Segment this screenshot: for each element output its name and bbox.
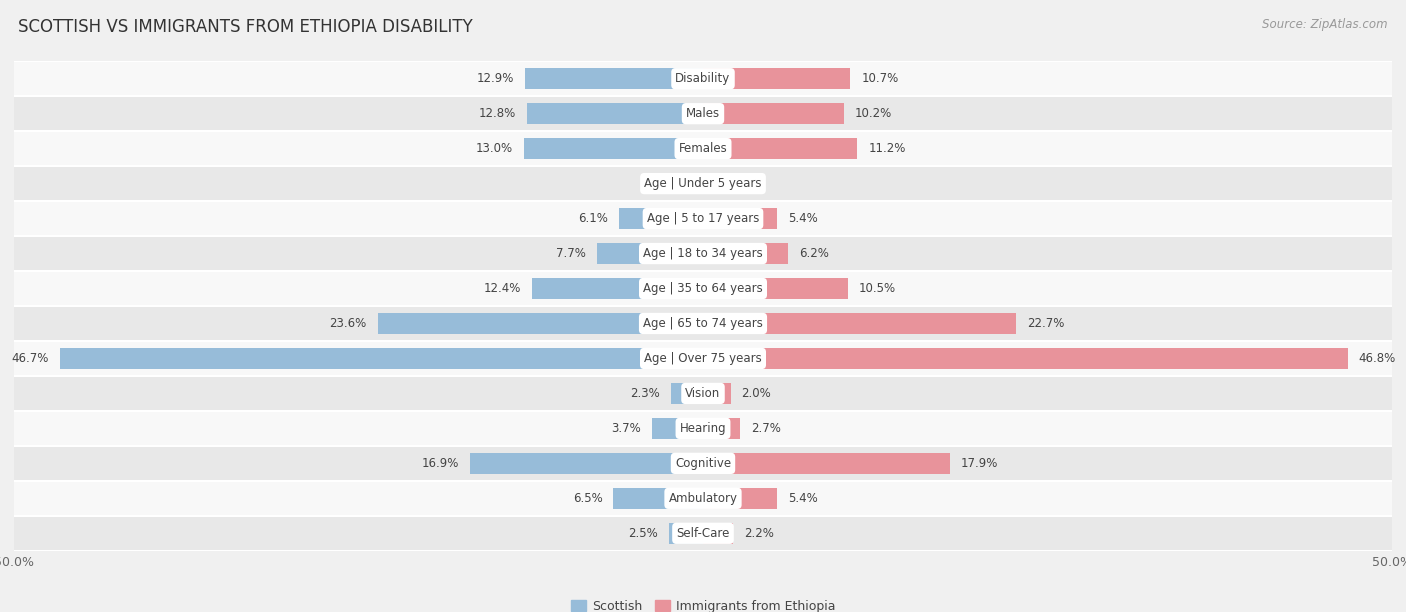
Bar [703,418,740,439]
Text: 5.4%: 5.4% [789,212,818,225]
Bar [671,383,703,404]
Bar [378,313,703,334]
Bar [598,243,703,264]
Bar [703,313,1015,334]
Text: 1.6%: 1.6% [640,177,669,190]
Text: 17.9%: 17.9% [960,457,998,470]
Bar [14,306,1392,341]
Bar [703,173,718,194]
Text: 22.7%: 22.7% [1026,317,1064,330]
Text: Ambulatory: Ambulatory [668,492,738,505]
Text: 2.3%: 2.3% [630,387,661,400]
Text: 6.2%: 6.2% [800,247,830,260]
Text: Self-Care: Self-Care [676,527,730,540]
Bar [703,138,858,159]
Bar [703,348,1348,369]
Text: Source: ZipAtlas.com: Source: ZipAtlas.com [1263,18,1388,31]
Text: 10.5%: 10.5% [859,282,896,295]
Text: 5.4%: 5.4% [789,492,818,505]
Text: 11.2%: 11.2% [869,142,905,155]
Legend: Scottish, Immigrants from Ethiopia: Scottish, Immigrants from Ethiopia [565,595,841,612]
Text: Vision: Vision [685,387,721,400]
Bar [703,208,778,229]
Text: 13.0%: 13.0% [475,142,513,155]
Bar [14,446,1392,481]
Bar [524,138,703,159]
Bar [527,103,703,124]
Bar [703,68,851,89]
Bar [531,278,703,299]
Text: Age | Under 5 years: Age | Under 5 years [644,177,762,190]
Bar [59,348,703,369]
Text: Age | 65 to 74 years: Age | 65 to 74 years [643,317,763,330]
Text: 46.8%: 46.8% [1358,352,1396,365]
Bar [703,278,848,299]
Bar [526,68,703,89]
Bar [14,516,1392,551]
Text: Males: Males [686,107,720,120]
Bar [14,201,1392,236]
Bar [14,166,1392,201]
Text: 2.0%: 2.0% [741,387,772,400]
Bar [14,271,1392,306]
Bar [703,383,731,404]
Text: Females: Females [679,142,727,155]
Text: 1.1%: 1.1% [730,177,759,190]
Text: 6.1%: 6.1% [578,212,607,225]
Text: 2.2%: 2.2% [744,527,775,540]
Bar [703,243,789,264]
Text: 16.9%: 16.9% [422,457,460,470]
Text: Age | Over 75 years: Age | Over 75 years [644,352,762,365]
Text: 2.7%: 2.7% [751,422,782,435]
Bar [703,523,734,544]
Bar [470,453,703,474]
Text: 7.7%: 7.7% [555,247,586,260]
Bar [14,341,1392,376]
Text: Hearing: Hearing [679,422,727,435]
Text: 23.6%: 23.6% [329,317,367,330]
Text: Age | 35 to 64 years: Age | 35 to 64 years [643,282,763,295]
Text: 46.7%: 46.7% [11,352,48,365]
Text: 2.5%: 2.5% [628,527,658,540]
Bar [669,523,703,544]
Bar [681,173,703,194]
Text: SCOTTISH VS IMMIGRANTS FROM ETHIOPIA DISABILITY: SCOTTISH VS IMMIGRANTS FROM ETHIOPIA DIS… [18,18,472,36]
Bar [14,131,1392,166]
Bar [652,418,703,439]
Bar [14,481,1392,516]
Text: 6.5%: 6.5% [572,492,602,505]
Text: 12.4%: 12.4% [484,282,522,295]
Bar [619,208,703,229]
Text: Age | 5 to 17 years: Age | 5 to 17 years [647,212,759,225]
Bar [703,103,844,124]
Text: 10.7%: 10.7% [862,72,898,85]
Text: Age | 18 to 34 years: Age | 18 to 34 years [643,247,763,260]
Bar [14,96,1392,131]
Text: Disability: Disability [675,72,731,85]
Text: Cognitive: Cognitive [675,457,731,470]
Bar [703,453,949,474]
Bar [14,376,1392,411]
Text: 12.9%: 12.9% [477,72,515,85]
Text: 3.7%: 3.7% [612,422,641,435]
Bar [613,488,703,509]
Bar [14,236,1392,271]
Bar [14,61,1392,96]
Text: 10.2%: 10.2% [855,107,891,120]
Bar [14,411,1392,446]
Bar [703,488,778,509]
Text: 12.8%: 12.8% [478,107,516,120]
